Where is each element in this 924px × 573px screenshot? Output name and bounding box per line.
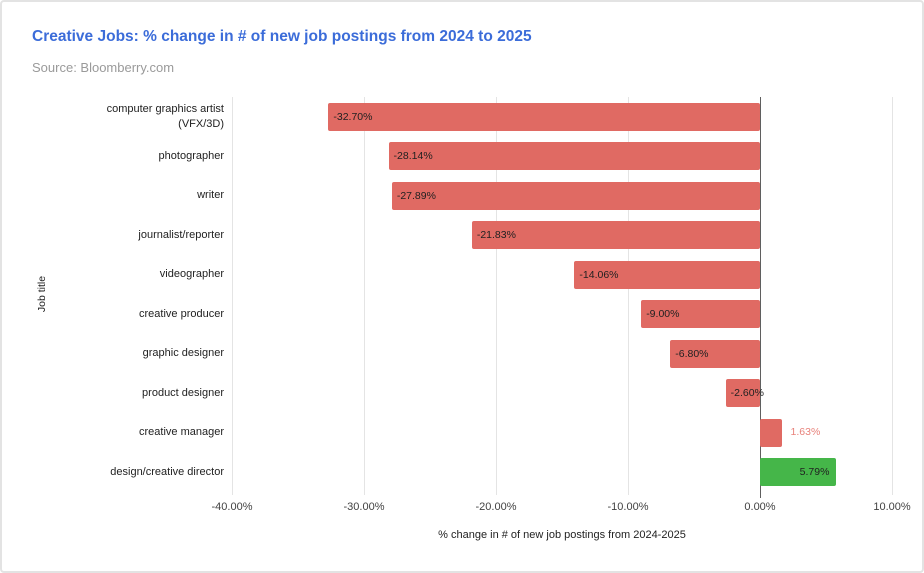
bar: [760, 418, 782, 447]
category-label: creative manager: [139, 426, 224, 439]
category-label: writer: [197, 189, 224, 202]
bar-value-label: -27.89%: [396, 189, 436, 202]
category-label: design/creative director: [110, 465, 224, 478]
bar: -21.83%: [471, 221, 760, 250]
bar: -2.60%: [725, 379, 764, 408]
grid-line: [627, 97, 629, 495]
x-axis-title: % change in # of new job postings from 2…: [438, 529, 686, 541]
x-tick-label: -40.00%: [211, 501, 253, 513]
category-label: creative producer: [139, 307, 224, 320]
x-tick-label: -20.00%: [475, 501, 517, 513]
zero-axis-line: [759, 97, 761, 498]
bar-value-label: -32.70%: [333, 110, 373, 123]
bar: -14.06%: [574, 260, 760, 289]
bar-value-label: -21.83%: [476, 229, 516, 242]
y-axis-title: Job title: [36, 275, 48, 313]
x-tick-label: -10.00%: [607, 501, 649, 513]
bar: -28.14%: [388, 142, 760, 171]
bar: -9.00%: [641, 300, 760, 329]
bar: -27.89%: [391, 181, 760, 210]
x-tick-label: -30.00%: [343, 501, 385, 513]
bar: 5.79%: [760, 458, 837, 487]
chart-title: Creative Jobs: % change in # of new job …: [32, 28, 532, 45]
category-label: photographer: [158, 149, 224, 162]
bar-value-label: -28.14%: [393, 150, 433, 163]
x-tick-label: 0.00%: [744, 501, 776, 513]
grid-line: [495, 97, 497, 495]
grid-line: [891, 97, 893, 495]
bar-value-label: 5.79%: [799, 466, 830, 479]
chart-source: Source: Bloomberry.com: [32, 60, 175, 75]
bar-value-label: -14.06%: [579, 268, 619, 281]
bar: -6.80%: [670, 339, 760, 368]
category-axis: computer graphics artist (VFX/3D) photogr…: [62, 97, 224, 492]
bar-value-label: -6.80%: [675, 347, 709, 360]
bar-value-label: -9.00%: [646, 308, 680, 321]
category-label: product designer: [142, 386, 224, 399]
category-label: videographer: [159, 268, 224, 281]
bar-value-label: -2.60%: [730, 387, 764, 400]
category-label: journalist/reporter: [138, 228, 224, 241]
grid-line: [231, 97, 233, 495]
bar: -32.70%: [328, 102, 760, 131]
grid-line: [363, 97, 365, 495]
plot-area: -40.00% -30.00% -20.00% -10.00% 0.00% 10.00% -…: [212, 97, 911, 513]
x-tick-label: 10.00%: [873, 501, 911, 513]
bar-value-label: 1.63%: [790, 426, 821, 438]
category-label: computer graphics artist (VFX/3D): [106, 102, 224, 130]
category-label: graphic designer: [142, 347, 224, 360]
